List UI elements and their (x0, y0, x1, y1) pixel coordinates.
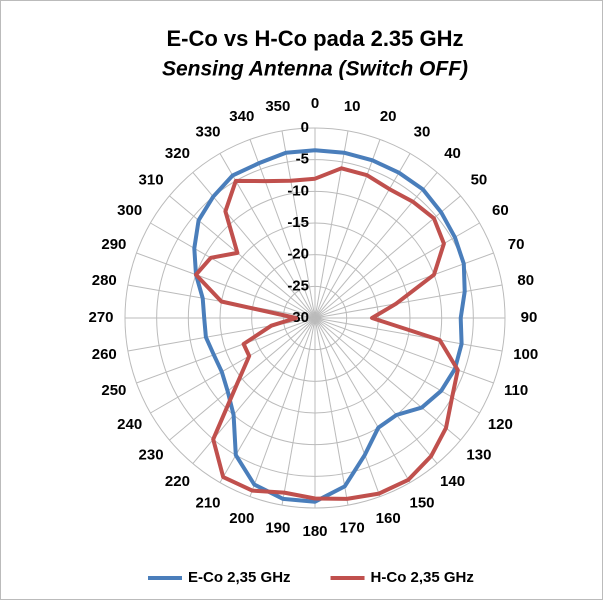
angle-label: 50 (471, 171, 488, 188)
angle-label: 320 (165, 145, 190, 162)
radial-tick-label: -15 (287, 214, 309, 231)
spoke (314, 172, 438, 319)
angle-label: 310 (139, 171, 164, 188)
spoke (314, 130, 349, 319)
spoke (136, 317, 316, 384)
radial-tick-label: 0 (301, 119, 309, 136)
angle-label: 280 (92, 272, 117, 289)
angle-label: 250 (101, 382, 126, 399)
angle-label: 20 (380, 108, 397, 125)
spoke (150, 222, 316, 319)
series-line (194, 166, 460, 501)
spoke (314, 317, 461, 441)
radial-tick-label: -10 (287, 182, 309, 199)
angle-label: 300 (117, 202, 142, 219)
spoke (249, 317, 316, 497)
spoke (249, 139, 316, 319)
angle-label: 270 (88, 309, 113, 326)
angle-label: 260 (92, 346, 117, 363)
angle-label: 110 (504, 382, 528, 399)
angle-label: 100 (513, 346, 538, 363)
spoke (314, 317, 438, 464)
angle-label: 210 (195, 494, 220, 511)
angle-label: 220 (165, 473, 190, 490)
series-line (192, 148, 467, 504)
spoke (314, 222, 480, 319)
angle-label: 150 (409, 494, 434, 511)
radial-tick-label: -25 (287, 277, 309, 294)
angle-label: 290 (101, 236, 126, 253)
angle-label: 140 (440, 473, 465, 490)
angle-label: 190 (265, 520, 290, 537)
spoke (281, 130, 316, 319)
angle-label: 90 (521, 309, 538, 326)
spoke (314, 317, 349, 506)
angle-label: 330 (195, 124, 220, 141)
angle-label: 0 (311, 95, 319, 112)
chart-subtitle: Sensing Antenna (Switch OFF) (162, 58, 468, 81)
spoke (150, 317, 316, 414)
angle-label: 230 (139, 447, 164, 464)
spoke (314, 317, 411, 483)
spoke (169, 195, 316, 319)
angle-label: 170 (340, 520, 365, 537)
angle-label: 80 (517, 272, 534, 289)
angle-label: 120 (488, 416, 513, 433)
radial-tick-label: -30 (287, 309, 309, 326)
spoke (314, 195, 461, 319)
angle-label: 200 (229, 510, 254, 527)
angle-label: 180 (302, 523, 327, 540)
legend-label: E-Co 2,35 GHz (188, 569, 291, 586)
spoke (314, 284, 503, 319)
chart-title: E-Co vs H-Co pada 2.35 GHz (166, 26, 463, 51)
spoke (136, 252, 316, 319)
spoke (314, 317, 494, 384)
spoke (314, 317, 503, 352)
angle-label: 340 (229, 108, 254, 125)
angle-label: 60 (492, 202, 509, 219)
spoke (314, 317, 381, 497)
spoke (281, 317, 316, 506)
spoke (314, 153, 411, 319)
radial-tick-label: -20 (287, 246, 309, 263)
angle-label: 40 (444, 145, 461, 162)
angle-label: 30 (414, 124, 431, 141)
angle-label: 240 (117, 416, 142, 433)
angle-label: 130 (466, 447, 491, 464)
angle-label: 70 (508, 236, 525, 253)
radial-tick-label: -5 (296, 151, 309, 168)
angle-label: 350 (265, 98, 290, 115)
spoke (169, 317, 316, 441)
angle-label: 10 (344, 98, 361, 115)
angle-label: 160 (376, 510, 401, 527)
spoke (314, 139, 381, 319)
legend-label: H-Co 2,35 GHz (371, 569, 474, 586)
